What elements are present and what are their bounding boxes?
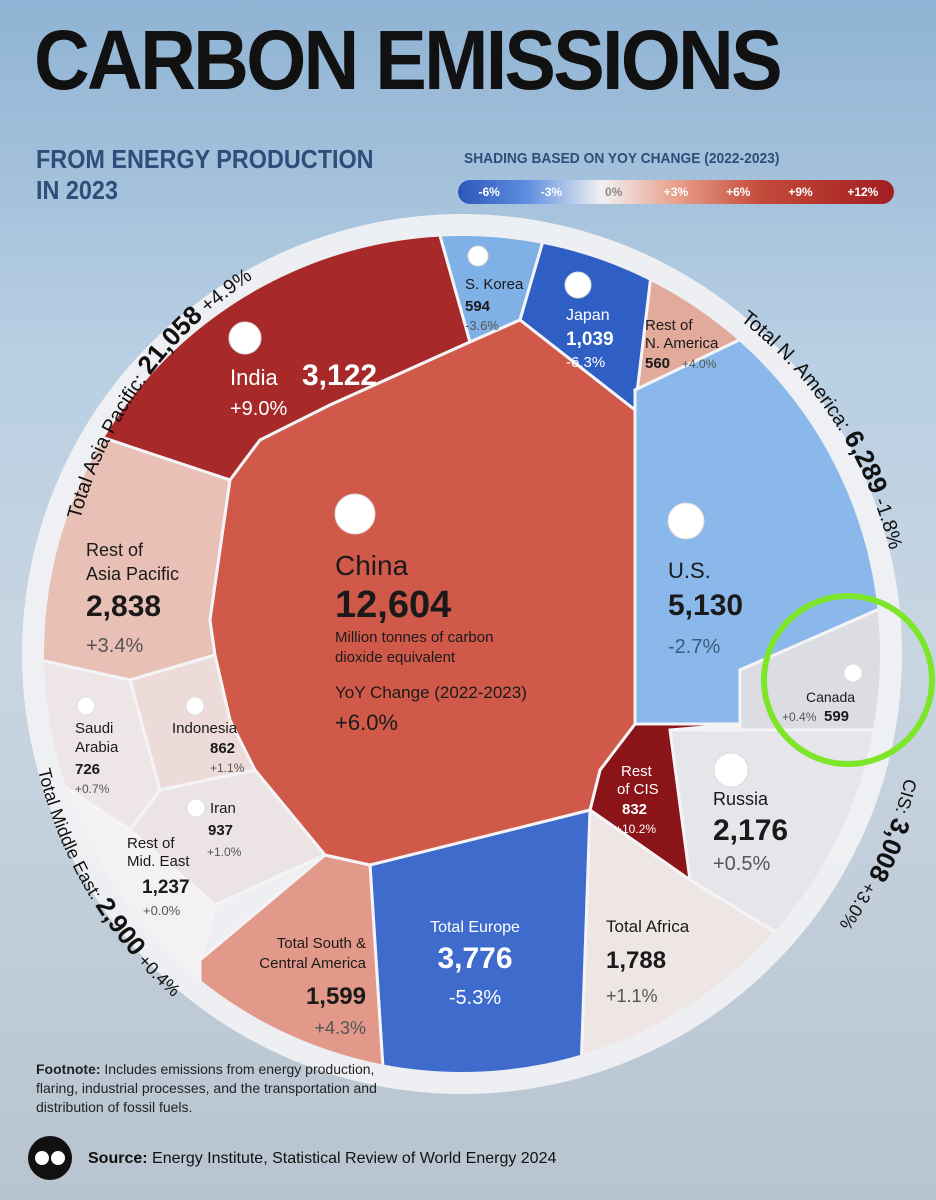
japan-label: Japan <box>566 307 610 324</box>
restap-label-2: Asia Pacific <box>86 564 179 584</box>
europe-label: Total Europe <box>430 919 520 936</box>
europe-change: -5.3% <box>449 987 501 1009</box>
iran-value: 937 <box>208 822 233 839</box>
restap-change: +3.4% <box>86 635 143 657</box>
iran-label: Iran <box>210 800 236 817</box>
restme-value: 1,237 <box>142 877 190 898</box>
restna-label-2: N. America <box>645 335 719 352</box>
saudi-label-1: Saudi <box>75 720 113 737</box>
legend-tick: -6% <box>478 185 500 199</box>
saudi-change: +0.7% <box>75 782 110 796</box>
restap-value: 2,838 <box>86 590 161 623</box>
restme-change: +0.0% <box>143 903 181 918</box>
restcis-value: 832 <box>622 801 647 818</box>
canada-change: +0.4% <box>782 710 817 724</box>
india-label: India <box>230 365 278 390</box>
japan-value: 1,039 <box>566 329 614 350</box>
sca-label-2: Central America <box>259 955 366 972</box>
canada-value: 599 <box>824 708 849 725</box>
china-flag-icon <box>334 493 376 535</box>
chart-cells <box>44 236 880 1072</box>
china-value: 12,604 <box>335 584 451 626</box>
africa-change: +1.1% <box>606 986 658 1006</box>
restna-value: 560 <box>645 355 670 372</box>
russia-label: Russia <box>713 789 769 809</box>
africa-label: Total Africa <box>606 917 690 936</box>
russia-value: 2,176 <box>713 814 788 847</box>
legend-tick: -3% <box>540 185 563 199</box>
footnote-text: Includes emissions from energy productio… <box>36 1061 377 1115</box>
iran-flag-icon <box>186 798 206 818</box>
india-flag-icon <box>228 321 262 355</box>
skorea-label: S. Korea <box>465 276 524 293</box>
india-change: +9.0% <box>230 398 287 420</box>
sca-change: +4.3% <box>314 1018 366 1038</box>
cell-canada <box>738 597 880 732</box>
skorea-change: -3.6% <box>465 318 499 333</box>
us-value: 5,130 <box>668 589 743 622</box>
indonesia-flag-icon <box>185 696 205 716</box>
restcis-change: +10.2% <box>615 822 656 836</box>
china-unit-line-2: dioxide equivalent <box>335 649 456 666</box>
logo-icon <box>28 1136 72 1180</box>
cell-china <box>208 318 637 867</box>
china-change-label: YoY Change (2022-2023) <box>335 683 527 702</box>
cell-labels: India 3,122 +9.0% S. Korea 594 -3.6% Japan 1,03… <box>75 245 863 1038</box>
highlight-circle <box>761 593 935 767</box>
saudi-arabia-flag-icon <box>76 696 96 716</box>
legend-title: SHADING BASED ON YOY CHANGE (2022-2023) <box>464 150 780 167</box>
africa-value: 1,788 <box>606 947 666 974</box>
saudi-value: 726 <box>75 761 100 778</box>
restcis-label-1: Rest <box>621 763 653 780</box>
china-label: China <box>335 550 409 581</box>
sca-value: 1,599 <box>306 983 366 1010</box>
europe-value: 3,776 <box>437 942 512 975</box>
us-flag-icon <box>667 502 705 540</box>
japan-change: -6.3% <box>566 354 605 371</box>
restcis-label-2: of CIS <box>617 781 659 798</box>
sca-label-1: Total South & <box>277 935 366 952</box>
restme-label-2: Mid. East <box>127 853 190 870</box>
legend-tick: +12% <box>847 185 879 199</box>
chart-title: CARBON EMISSIONS <box>34 13 783 107</box>
restme-label-1: Rest of <box>127 835 175 852</box>
china-unit-line-1: Million tonnes of carbon <box>335 629 493 646</box>
canada-label: Canada <box>806 689 855 705</box>
russia-change: +0.5% <box>713 853 770 875</box>
legend-tick: +9% <box>788 185 813 199</box>
legend-tick: +6% <box>726 185 751 199</box>
footnote-label: Footnote: <box>36 1061 101 1077</box>
china-change: +6.0% <box>335 710 398 735</box>
source-text: Energy Institute, Statistical Review of … <box>152 1150 557 1167</box>
indonesia-change: +1.1% <box>210 761 245 775</box>
russia-flag-icon <box>713 752 749 788</box>
restna-change: +4.0% <box>682 357 717 371</box>
restap-label-1: Rest of <box>86 540 144 560</box>
footnote: Footnote: Includes emissions from energy… <box>36 1060 396 1117</box>
indonesia-label: Indonesia <box>172 720 238 737</box>
restna-label-1: Rest of <box>645 317 693 334</box>
legend-tick: 0% <box>605 185 623 199</box>
indonesia-value: 862 <box>210 740 235 757</box>
japan-flag-icon <box>564 271 592 299</box>
chart-subtitle: FROM ENERGY PRODUCTION IN 2023 <box>36 144 374 205</box>
legend-color-scale: -6% -3% 0% +3% +6% +9% +12% <box>458 180 894 204</box>
source-label: Source: <box>88 1150 148 1167</box>
us-label: U.S. <box>668 558 711 583</box>
legend-tick: +3% <box>663 185 689 199</box>
iran-change: +1.0% <box>207 845 242 859</box>
south-korea-flag-icon <box>467 245 489 267</box>
india-value: 3,122 <box>302 359 377 392</box>
canada-flag-icon <box>843 663 863 683</box>
skorea-value: 594 <box>465 298 491 315</box>
saudi-label-2: Arabia <box>75 739 119 756</box>
us-change: -2.7% <box>668 636 720 658</box>
source-line: Source: Energy Institute, Statistical Re… <box>88 1150 556 1168</box>
